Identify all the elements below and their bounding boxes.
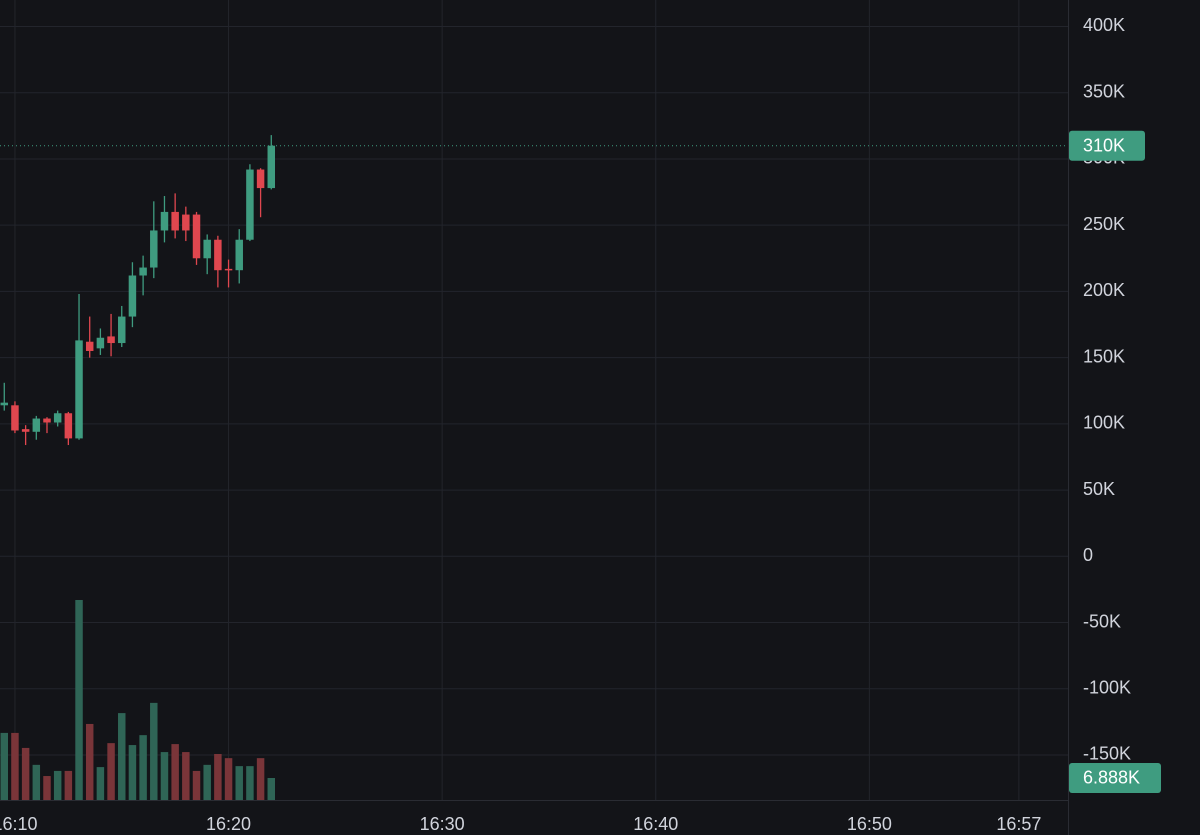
- candle-body: [85, 341, 94, 351]
- volume-bar: [85, 723, 94, 800]
- volume-bar: [11, 732, 19, 800]
- volume-bar: [128, 745, 137, 800]
- volume-bar: [118, 713, 126, 800]
- volume-bar: [182, 752, 190, 800]
- volume-bar: [246, 766, 254, 800]
- candle-body: [150, 230, 158, 268]
- volume-bar: [203, 764, 211, 800]
- volume-bar: [160, 752, 169, 800]
- last-price-box: [1069, 130, 1145, 161]
- volume-bar: [214, 753, 222, 800]
- candle-body: [224, 268, 233, 271]
- volume-bar: [96, 767, 105, 800]
- volume-bar: [139, 735, 147, 800]
- candle-body: [171, 211, 179, 231]
- candle-body: [64, 413, 73, 439]
- y-tick-label: -50K: [1083, 611, 1121, 631]
- volume-bar: [64, 770, 73, 800]
- candle-body: [75, 340, 83, 439]
- y-tick-label: 200K: [1083, 280, 1125, 300]
- time-axis: [0, 801, 1200, 835]
- volume-bar: [256, 758, 265, 800]
- x-tick-label: 16:40: [633, 814, 678, 834]
- candle-body: [128, 275, 137, 317]
- candle-body: [118, 316, 126, 344]
- labels: 400K350K300K250K200K150K100K50K0-50K-100…: [0, 15, 1161, 834]
- candle-body: [203, 239, 211, 259]
- candle-body: [139, 267, 147, 276]
- x-tick-label: 16:57: [996, 814, 1041, 834]
- y-tick-label: -100K: [1083, 677, 1131, 697]
- y-tick-label: 50K: [1083, 479, 1115, 499]
- volume-bar: [224, 758, 233, 800]
- candle-body: [235, 239, 243, 271]
- candle-body: [21, 429, 30, 432]
- volume-bar: [21, 747, 30, 800]
- volume-bar: [107, 743, 115, 800]
- volume-bar: [0, 732, 9, 800]
- candle-body: [32, 418, 41, 432]
- x-tick-label: 16:50: [847, 814, 892, 834]
- y-tick-label: 250K: [1083, 214, 1125, 234]
- y-tick-label: 0: [1083, 545, 1093, 565]
- volume-bar: [32, 764, 41, 800]
- candle-body: [267, 145, 276, 189]
- candle-body: [214, 239, 222, 271]
- volume-bar: [171, 744, 179, 800]
- candle-body: [43, 418, 51, 423]
- volume-bar: [43, 776, 51, 800]
- candle-body: [11, 405, 19, 431]
- y-tick-label: 100K: [1083, 413, 1125, 433]
- last-volume-box: [1069, 762, 1161, 793]
- volume-bar: [267, 777, 276, 800]
- volume-bar: [150, 702, 158, 800]
- candle-body: [182, 214, 190, 231]
- x-tick-label: 16:20: [206, 814, 251, 834]
- last-volume-label: 6.888K: [1083, 768, 1140, 788]
- plot: [0, 135, 1068, 800]
- candle-body: [256, 169, 265, 189]
- volume-bar: [192, 770, 201, 800]
- last-price-label: 310K: [1083, 135, 1125, 155]
- y-tick-label: -150K: [1083, 744, 1131, 764]
- volume-bar: [75, 600, 83, 800]
- candle-body: [0, 402, 9, 406]
- candle-body: [96, 337, 105, 349]
- candle-body: [192, 214, 201, 259]
- y-tick-label: 400K: [1083, 15, 1125, 35]
- volume-bar: [235, 766, 243, 800]
- x-tick-label: 16:10: [0, 814, 37, 834]
- candle-body: [53, 413, 62, 423]
- volume-bar: [53, 770, 62, 800]
- candle-body: [107, 336, 115, 344]
- y-tick-label: 150K: [1083, 346, 1125, 366]
- candle-body: [160, 211, 169, 231]
- y-tick-label: 350K: [1083, 81, 1125, 101]
- x-tick-label: 16:30: [420, 814, 465, 834]
- candle-body: [246, 169, 254, 240]
